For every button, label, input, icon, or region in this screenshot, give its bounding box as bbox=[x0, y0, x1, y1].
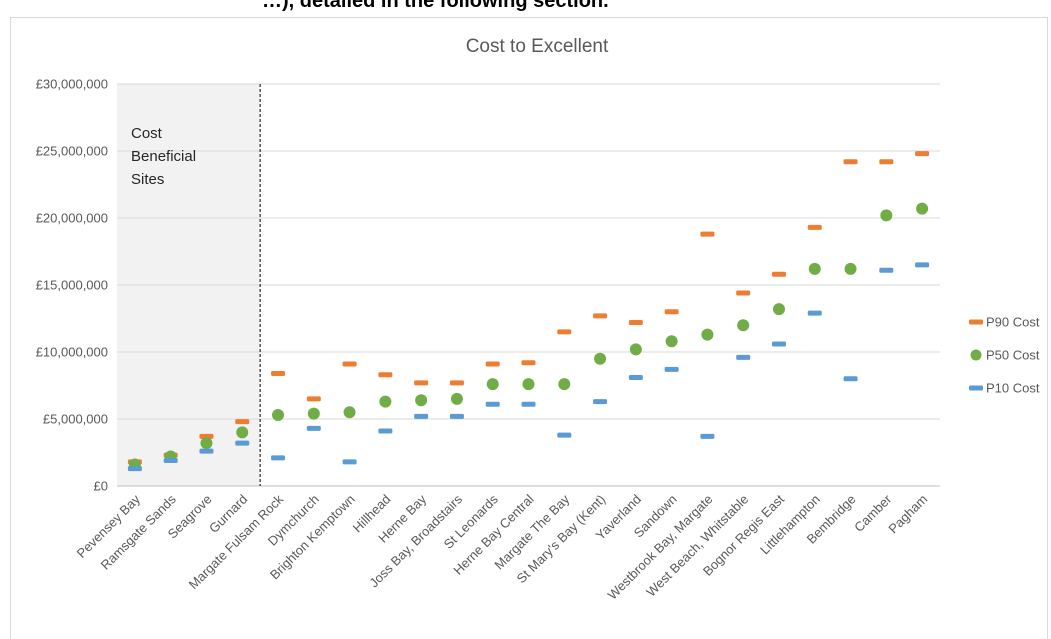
p50-cost-point bbox=[808, 262, 821, 275]
p90-cost-point bbox=[700, 231, 715, 237]
p10-cost-point bbox=[700, 433, 715, 439]
p90-cost-point bbox=[771, 271, 786, 277]
y-axis-ticks: £0 £5,000,000 £10,000,000 £15,000,000 £20,00… bbox=[36, 77, 108, 494]
p10-cost-point bbox=[163, 458, 178, 464]
p50-cost-point bbox=[701, 328, 714, 341]
gridlines bbox=[117, 83, 940, 487]
p90-cost-point bbox=[414, 380, 429, 386]
p10-cost-point bbox=[557, 432, 572, 438]
p10-cost-point bbox=[521, 401, 536, 407]
annotation-text: Cost bbox=[131, 125, 163, 142]
legend: P90 Cost P50 Cost P10 Cost bbox=[969, 315, 1040, 396]
p10-cost-point bbox=[271, 455, 286, 461]
p90-cost-point bbox=[593, 313, 608, 319]
p10-cost-point bbox=[199, 448, 214, 454]
p90-cost-point bbox=[915, 151, 930, 157]
p90-cost-point bbox=[843, 159, 858, 165]
p50-cost-point bbox=[272, 408, 285, 421]
chart-title: Cost to Excellent bbox=[466, 36, 609, 57]
p10-cost-point bbox=[414, 413, 429, 419]
y-tick-label: £10,000,000 bbox=[36, 345, 108, 360]
p90-cost-point bbox=[628, 320, 643, 326]
p90-cost-point bbox=[271, 370, 286, 376]
annotation-text: Beneficial bbox=[131, 148, 196, 165]
p10-cost-point bbox=[593, 399, 608, 405]
chart-frame bbox=[10, 17, 1048, 639]
cost-beneficial-label: Cost Beneficial Sites bbox=[131, 125, 196, 188]
p50-cost-point bbox=[486, 378, 499, 391]
p50-cost-point bbox=[522, 378, 535, 391]
p10-cost-point bbox=[736, 354, 751, 360]
p10-cost-point bbox=[843, 376, 858, 382]
p90-cost-point bbox=[879, 159, 894, 165]
p10-cost-point bbox=[306, 425, 321, 431]
p10-cost-point bbox=[449, 413, 464, 419]
p10-cost-point bbox=[378, 428, 393, 434]
p50-cost-point bbox=[307, 407, 320, 420]
p10-cost-point bbox=[342, 459, 357, 465]
legend-marker-p50-cost bbox=[970, 349, 982, 361]
legend-label-p50-cost: P50 Cost bbox=[986, 348, 1040, 363]
p90-cost-point bbox=[235, 419, 250, 425]
p50-cost-point bbox=[450, 392, 463, 405]
p10-cost-point bbox=[879, 267, 894, 273]
p50-cost-point bbox=[916, 202, 929, 215]
y-tick-label: £20,000,000 bbox=[36, 211, 108, 226]
p10-cost-point bbox=[485, 401, 500, 407]
p50-cost-point bbox=[379, 395, 392, 408]
x-tick-label: Pagham bbox=[885, 492, 930, 537]
p90-cost-point bbox=[449, 380, 464, 386]
cropped-document-text: …), detailed in the following section. bbox=[262, 0, 609, 12]
p10-cost-point bbox=[771, 341, 786, 347]
p50-cost-point bbox=[772, 303, 785, 316]
p50-cost-point bbox=[880, 209, 893, 222]
p90-cost-point bbox=[199, 433, 214, 439]
p50-cost-point bbox=[629, 343, 642, 356]
p90-cost-point bbox=[378, 372, 393, 378]
y-tick-label: £5,000,000 bbox=[43, 412, 108, 427]
p50-cost-point bbox=[343, 406, 356, 419]
annotation-text: Sites bbox=[131, 171, 164, 188]
p50-cost-point bbox=[665, 335, 678, 348]
p90-cost-point bbox=[306, 396, 321, 402]
y-tick-label: £0 bbox=[94, 479, 108, 494]
data-marks bbox=[127, 151, 930, 472]
p10-cost-point bbox=[235, 440, 250, 446]
p90-cost-point bbox=[736, 290, 751, 296]
p90-cost-point bbox=[521, 360, 536, 366]
legend-label-p10-cost: P10 Cost bbox=[986, 381, 1040, 396]
p50-cost-point bbox=[737, 319, 750, 332]
p90-cost-point bbox=[557, 329, 572, 335]
p90-cost-point bbox=[807, 224, 822, 230]
p50-cost-point bbox=[594, 352, 607, 365]
legend-marker-p90-cost bbox=[969, 319, 983, 325]
p10-cost-point bbox=[628, 374, 643, 380]
p50-cost-point bbox=[236, 426, 249, 439]
p10-cost-point bbox=[915, 262, 930, 268]
p50-cost-point bbox=[558, 378, 571, 391]
legend-marker-p10-cost bbox=[969, 385, 983, 391]
p10-cost-point bbox=[664, 366, 679, 372]
p50-cost-point bbox=[844, 262, 857, 275]
p10-cost-point bbox=[127, 466, 142, 472]
p10-cost-point bbox=[807, 310, 822, 316]
y-tick-label: £25,000,000 bbox=[36, 144, 108, 159]
p90-cost-point bbox=[485, 361, 500, 367]
legend-label-p90-cost: P90 Cost bbox=[986, 315, 1040, 330]
y-tick-label: £15,000,000 bbox=[36, 278, 108, 293]
p90-cost-point bbox=[342, 361, 357, 367]
p90-cost-point bbox=[664, 309, 679, 315]
y-tick-label: £30,000,000 bbox=[36, 77, 108, 92]
p50-cost-point bbox=[200, 437, 213, 450]
p50-cost-point bbox=[415, 394, 428, 407]
